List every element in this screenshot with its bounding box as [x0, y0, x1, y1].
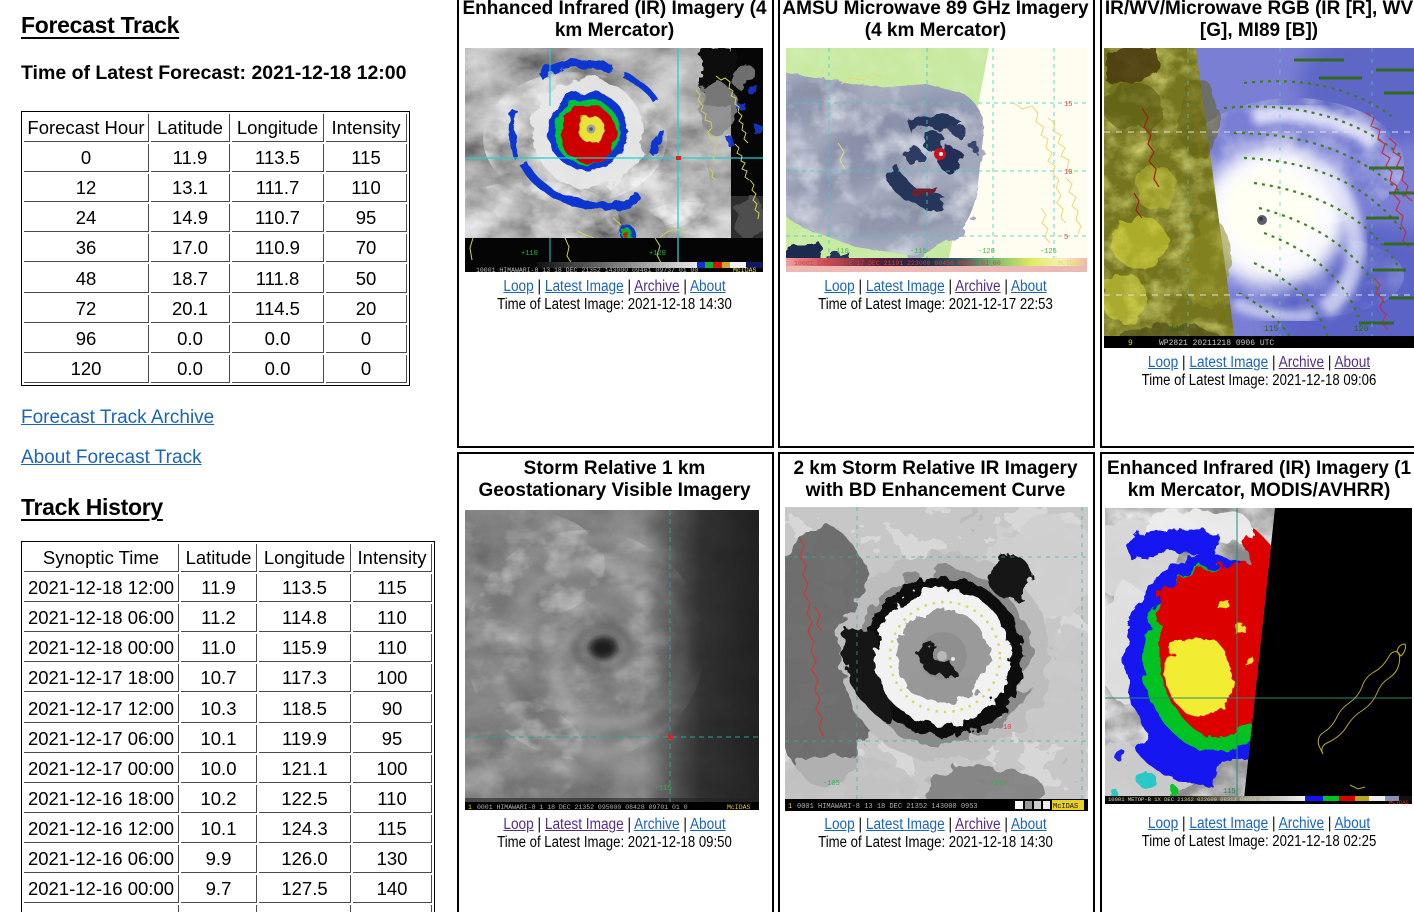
svg-text:10001 COMPOSITE 17 DEC 2119: 10001 COMPOSITE 17 DEC 21191 223000 0045… — [794, 260, 1001, 267]
svg-text:WP2821 20211218 0906 UTC: WP2821 20211218 0906 UTC — [1159, 339, 1274, 348]
svg-text:10001 HIMAWARI-8 13 18 DEC 213: 10001 HIMAWARI-8 13 18 DEC 21352 143000 … — [476, 267, 698, 272]
svg-text:-120: -120 — [978, 248, 995, 256]
svg-text:120: 120 — [1354, 325, 1369, 334]
svg-text:+120: +120 — [649, 250, 666, 258]
svg-text:110: 110 — [1170, 325, 1185, 334]
svg-text:10001 METOP-B 1X DEC 21362 0: 10001 METOP-B 1X DEC 21362 022609 08313 … — [1108, 796, 1276, 803]
svg-text:0001 HIMAWARI-8 13 18 DEC 2135: 0001 HIMAWARI-8 13 18 DEC 21352 143000 0… — [797, 803, 978, 811]
svg-text:-125: -125 — [1040, 248, 1057, 256]
svg-text:McIDAS: McIDAS — [733, 267, 757, 272]
svg-text:-115: -115 — [910, 248, 927, 256]
svg-text:-115: -115 — [655, 785, 672, 793]
svg-text:1: 1 — [468, 804, 472, 810]
svg-text:9: 9 — [1128, 339, 1133, 348]
svg-text:-110: -110 — [832, 248, 849, 256]
svg-text:-105: -105 — [823, 780, 840, 788]
svg-text:+110: +110 — [521, 250, 538, 258]
svg-text:1: 1 — [788, 803, 792, 811]
svg-text:MCIDAS: MCIDAS — [1058, 260, 1082, 267]
svg-text:115: 115 — [1223, 788, 1236, 796]
svg-text:115: 115 — [1264, 325, 1279, 334]
svg-text:McIDAS: McIDAS — [1053, 803, 1078, 811]
svg-text:10: 10 — [1064, 169, 1072, 177]
svg-text:McIDAS: McIDAS — [727, 804, 751, 810]
svg-text:10: 10 — [1003, 724, 1011, 732]
svg-text:+115: +115 — [990, 780, 1007, 788]
svg-text:0001 HIMAWARI-8 1 18 DEC 2135: 0001 HIMAWARI-8 1 18 DEC 21352 095000 08… — [477, 804, 688, 810]
svg-text:MCIDAS: MCIDAS — [1389, 799, 1410, 804]
svg-text:5: 5 — [1064, 234, 1068, 242]
svg-text:15: 15 — [1064, 101, 1072, 109]
